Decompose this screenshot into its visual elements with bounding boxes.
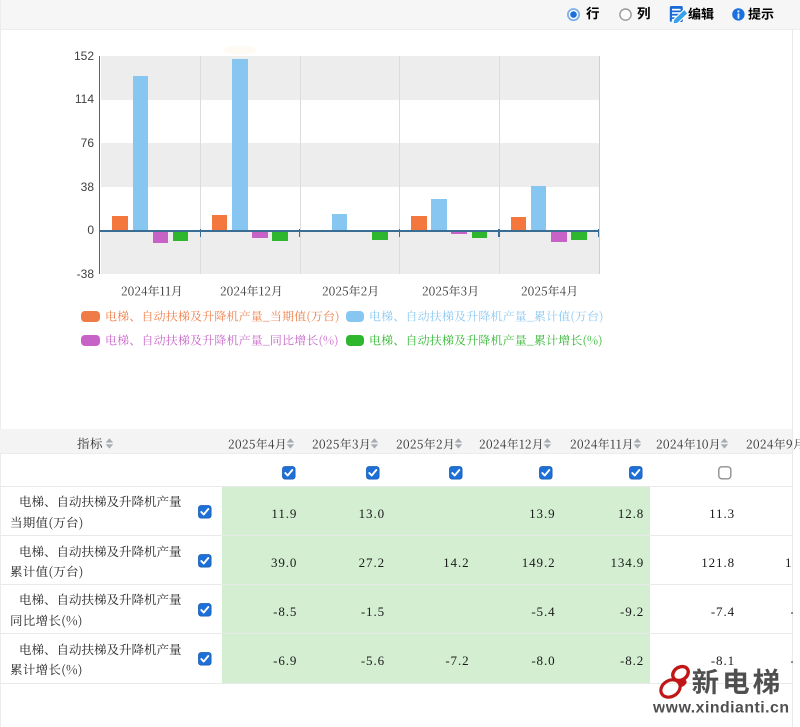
svg-text:www.xindianti.cn: www.xindianti.cn <box>652 700 789 717</box>
